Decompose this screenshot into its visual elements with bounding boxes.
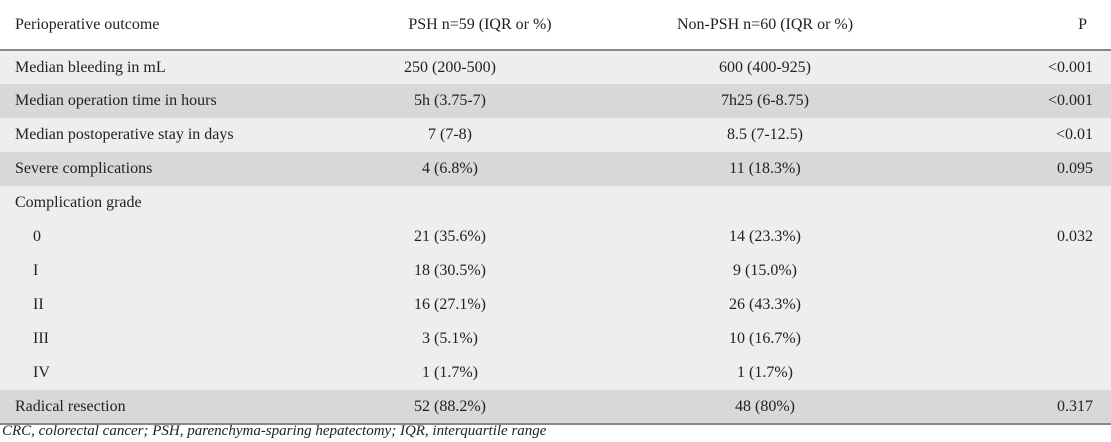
table-row: Median bleeding in mL 250 (200-500) 600 …: [0, 50, 1111, 84]
row-psh-value: 3 (5.1%): [422, 330, 478, 347]
row-p-value: 0.032: [1057, 228, 1093, 245]
row-p-value: <0.001: [1047, 58, 1093, 76]
header-nonpsh: Non-PSH n=60 (IQR or %): [676, 15, 854, 33]
row-psh-value: 16 (27.1%): [414, 296, 486, 313]
table-row: 0 21 (35.6%) 14 (23.3%) 0.032: [0, 220, 1111, 254]
row-p-value: <0.01: [1055, 126, 1093, 143]
outcome-table-container: Perioperative outcome PSH n=59 (IQR or %…: [0, 0, 1111, 424]
table-footnote: CRC, colorectal cancer; PSH, parenchyma-…: [2, 423, 547, 439]
row-psh-value: 1 (1.7%): [422, 364, 478, 381]
row-psh-value: 52 (88.2%): [414, 397, 486, 415]
row-nonpsh-value: 8.5 (7-12.5): [727, 126, 803, 143]
header-p: P: [1078, 15, 1087, 33]
row-nonpsh-value: 7h25 (6-8.75): [721, 92, 809, 109]
row-nonpsh-value: 600 (400-925): [719, 58, 811, 76]
row-p-value: [930, 186, 1111, 220]
row-nonpsh-value: 11 (18.3%): [729, 160, 801, 177]
row-p-value: [930, 322, 1111, 356]
row-nonpsh-value: 26 (43.3%): [729, 296, 801, 313]
row-label: Median postoperative stay in days: [15, 126, 234, 143]
row-psh-value: 21 (35.6%): [414, 228, 486, 245]
row-nonpsh-value: 10 (16.7%): [729, 330, 801, 347]
row-label: Median bleeding in mL: [15, 58, 166, 76]
header-psh: PSH n=59 (IQR or %): [408, 15, 552, 33]
row-psh-value: 250 (200-500): [404, 58, 496, 76]
row-label: Severe complications: [15, 160, 153, 177]
row-label: 0: [33, 228, 41, 245]
row-nonpsh-value: 48 (80%): [735, 397, 795, 415]
row-p-value: [930, 288, 1111, 322]
row-nonpsh-value: 14 (23.3%): [729, 228, 801, 245]
table-row: III 3 (5.1%) 10 (16.7%): [0, 322, 1111, 356]
row-p-value: [930, 254, 1111, 288]
header-outcome: Perioperative outcome: [15, 15, 160, 33]
table-row: I 18 (30.5%) 9 (15.0%): [0, 254, 1111, 288]
row-psh-value: 4 (6.8%): [422, 160, 478, 177]
row-label: Radical resection: [15, 397, 126, 415]
row-p-value: [930, 356, 1111, 390]
row-label: Complication grade: [15, 194, 142, 211]
row-psh-value: 18 (30.5%): [414, 262, 486, 279]
row-nonpsh-value: [600, 186, 930, 220]
row-label: II: [33, 296, 44, 313]
row-nonpsh-value: 1 (1.7%): [737, 364, 793, 381]
row-psh-value: 5h (3.75-7): [414, 92, 486, 109]
perioperative-outcome-table: Perioperative outcome PSH n=59 (IQR or %…: [0, 0, 1111, 424]
table-row: Median postoperative stay in days 7 (7-8…: [0, 118, 1111, 152]
row-psh-value: 7 (7-8): [428, 126, 472, 143]
row-nonpsh-value: 9 (15.0%): [733, 262, 797, 279]
table-row: Severe complications 4 (6.8%) 11 (18.3%)…: [0, 152, 1111, 186]
table-row: Median operation time in hours 5h (3.75-…: [0, 84, 1111, 118]
table-header-row: Perioperative outcome PSH n=59 (IQR or %…: [0, 0, 1111, 50]
table-row: Complication grade: [0, 186, 1111, 220]
row-p-value: 0.095: [1057, 160, 1093, 177]
row-label: Median operation time in hours: [15, 92, 217, 109]
row-p-value: <0.001: [1047, 92, 1093, 109]
row-label: I: [33, 262, 39, 279]
row-label: III: [33, 330, 49, 347]
row-psh-value: [300, 186, 600, 220]
row-label: IV: [33, 364, 50, 381]
table-row: IV 1 (1.7%) 1 (1.7%): [0, 356, 1111, 390]
row-p-value: 0.317: [1057, 397, 1093, 415]
table-row: Radical resection 52 (88.2%) 48 (80%) 0.…: [0, 390, 1111, 424]
table-row: II 16 (27.1%) 26 (43.3%): [0, 288, 1111, 322]
